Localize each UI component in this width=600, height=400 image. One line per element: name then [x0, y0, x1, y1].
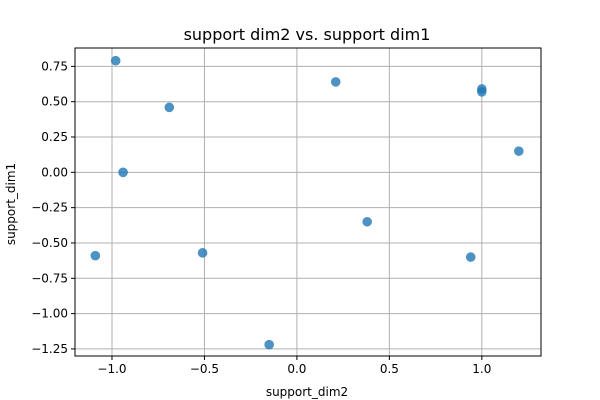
data-point: [514, 146, 524, 156]
data-point: [477, 86, 487, 97]
data-point: [110, 55, 121, 66]
y-tick-label: −0.75: [31, 271, 68, 285]
axis-ticks: −1.0 −0.5 0.0 0.5 1.0 −1.25 −1.00 −0.75 −0.50 −0.…: [31, 59, 491, 376]
y-tick-label: −1.00: [31, 307, 68, 321]
data-point: [264, 339, 274, 350]
grid-lines: [75, 48, 541, 356]
y-tick-label: −0.50: [31, 236, 68, 250]
plot-frame: [74, 47, 542, 357]
data-point: [118, 167, 128, 178]
y-tick-label: 0.50: [41, 95, 68, 109]
y-tick-label: 0.00: [41, 165, 68, 179]
data-point: [90, 250, 101, 261]
x-axis-label: support_dim2: [266, 385, 348, 399]
x-tick-label: 1.0: [472, 362, 491, 376]
x-tick-label: −0.5: [190, 362, 219, 376]
x-tick-label: 0.5: [380, 362, 399, 376]
x-tick-label: −1.0: [97, 362, 126, 376]
y-axis-label: support_dim1: [4, 163, 18, 245]
data-point: [465, 252, 476, 262]
data-points: [90, 55, 524, 350]
data-point: [197, 248, 208, 258]
x-tick-label: 0.0: [287, 362, 306, 376]
data-point: [164, 102, 175, 113]
y-tick-label: −1.25: [31, 342, 68, 356]
y-tick-label: −0.25: [31, 201, 68, 215]
y-tick-label: 0.75: [41, 59, 68, 73]
data-point: [362, 216, 372, 227]
y-tick-label: 0.25: [41, 130, 68, 144]
data-point: [330, 77, 341, 87]
chart-title: support dim2 vs. support dim1: [184, 25, 431, 44]
